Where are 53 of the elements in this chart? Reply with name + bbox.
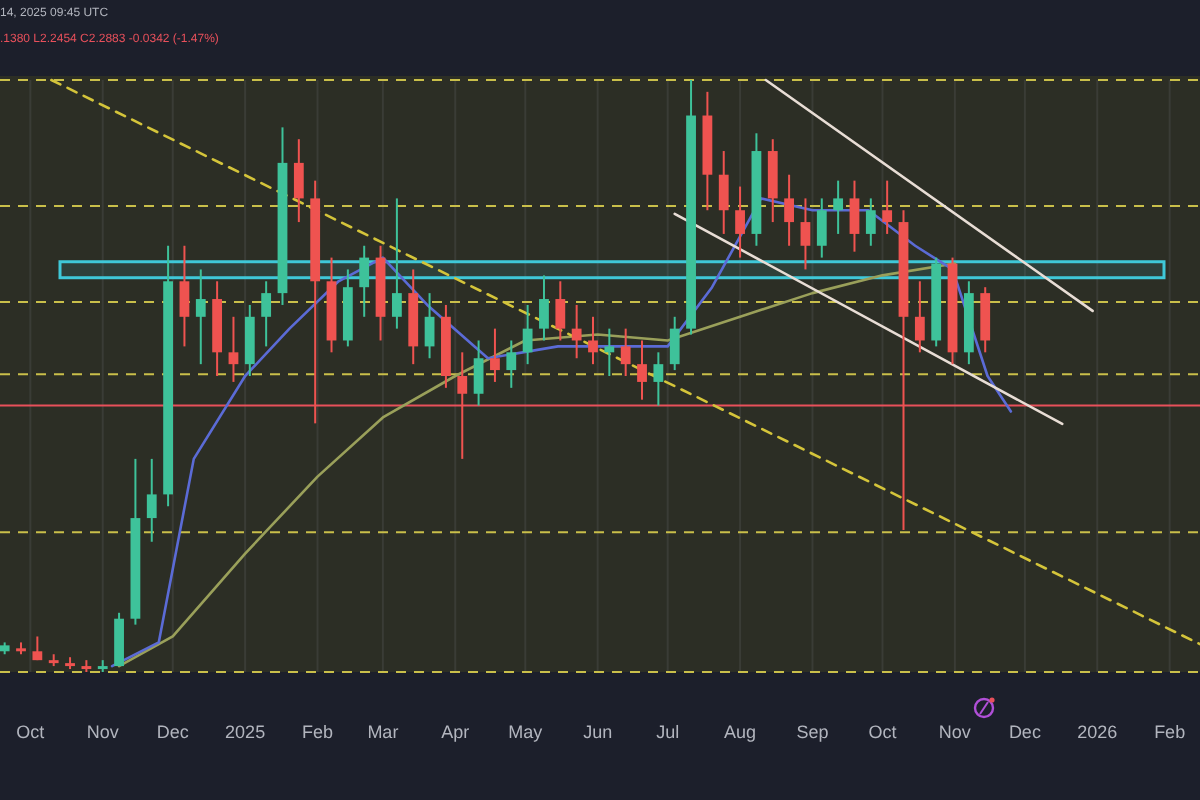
candlestick (571, 303, 582, 360)
candlestick (620, 327, 631, 377)
candlestick (293, 138, 304, 224)
x-tick-label: Dec (1008, 722, 1042, 742)
x-tick-label: Nov (86, 722, 120, 742)
candlestick (816, 197, 827, 259)
candlestick (179, 244, 190, 348)
candlestick (539, 274, 549, 342)
x-tick-label: May (508, 722, 544, 742)
candlestick (555, 280, 566, 342)
candlestick (114, 611, 124, 668)
candlestick (849, 179, 860, 253)
x-tick-label: Oct (16, 722, 46, 742)
candlestick (718, 150, 729, 235)
x-tick-label: Mar (367, 722, 399, 742)
x-tick-label: 2026 (1077, 722, 1118, 742)
candlestick (784, 173, 795, 247)
candlestick (490, 327, 500, 383)
candlestick (228, 315, 239, 383)
candlestick (735, 185, 745, 259)
candlestick (473, 339, 484, 407)
candlestick (914, 280, 925, 354)
candlestick (195, 268, 206, 366)
x-tick-label: Jun (583, 722, 613, 742)
candlestick (833, 179, 844, 235)
x-tick-label: Oct (868, 722, 898, 742)
candlestick (588, 315, 598, 366)
candlestick (604, 327, 615, 377)
x-tick-label: Feb (1154, 722, 1186, 742)
candlestick (980, 286, 991, 354)
candlestick (244, 303, 255, 377)
candlestick (865, 197, 876, 247)
x-tick-label: Jul (656, 722, 680, 742)
x-tick-label: Aug (724, 722, 757, 742)
candlestick (261, 280, 272, 348)
x-tick-label: Nov (938, 722, 972, 742)
candlestick (800, 197, 811, 271)
candlestick (522, 303, 533, 366)
candlestick (391, 197, 402, 330)
x-tick-label: 2025 (225, 722, 266, 742)
x-tick-label: Feb (301, 722, 334, 742)
candlestick (146, 457, 157, 543)
x-tick-label: Sep (796, 722, 829, 742)
candlestick (669, 315, 680, 372)
candlestick (882, 179, 893, 235)
candlestick (653, 351, 664, 407)
x-tick-label: Dec (156, 722, 190, 742)
x-tick-label: Apr (441, 722, 470, 742)
candlestick (637, 339, 647, 401)
candlestick (424, 292, 435, 360)
candlestick (359, 244, 370, 318)
candlestick (767, 138, 778, 224)
candlestick (506, 339, 517, 389)
